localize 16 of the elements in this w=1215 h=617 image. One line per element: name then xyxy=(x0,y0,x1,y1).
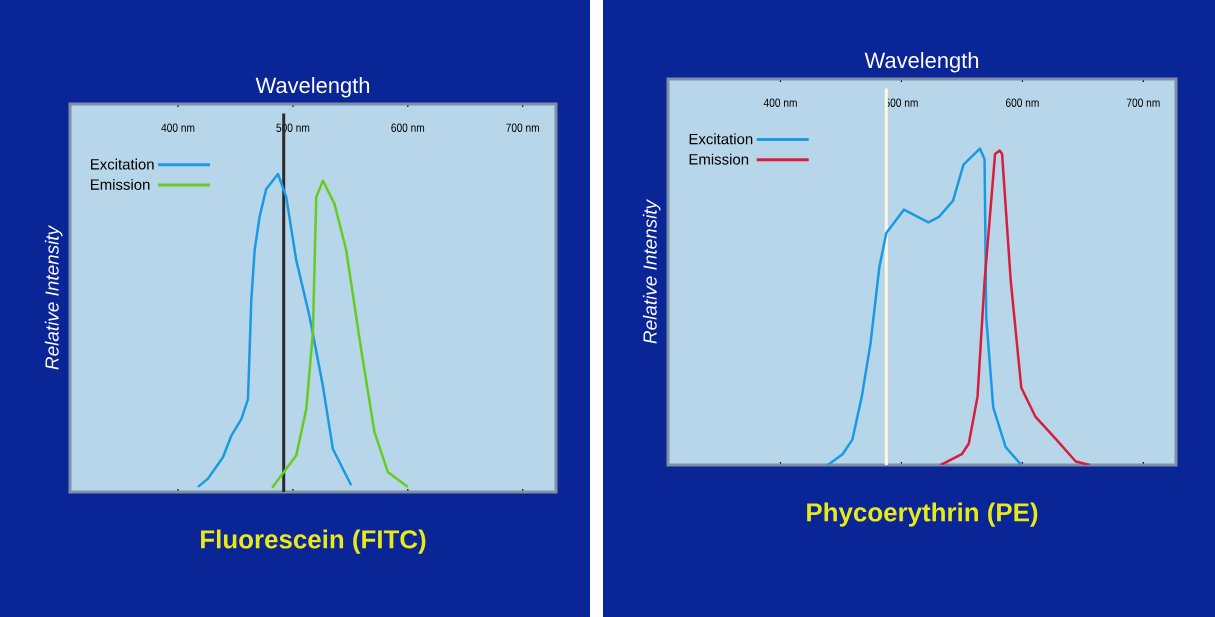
x-tick-label: 600 nm xyxy=(391,123,425,132)
legend-label: Emission xyxy=(689,153,749,165)
y-axis-title: Relative Intensity xyxy=(642,199,661,344)
y-axis-title: Relative Intensity xyxy=(44,225,63,370)
x-tick-label: 600 nm xyxy=(1005,98,1039,107)
x-axis-title: Wavelength xyxy=(864,52,979,73)
legend-label: Excitation xyxy=(689,133,753,145)
x-tick-label: 400 nm xyxy=(161,123,195,132)
text: Phycoerythrin (PE) xyxy=(807,502,1038,527)
legend-label: Excitation xyxy=(90,158,154,170)
x-tick-label: 400 nm xyxy=(763,98,797,107)
x-tick-label: 700 nm xyxy=(1126,98,1160,107)
legend-label: Emission xyxy=(90,178,150,190)
x-axis-title: Wavelength xyxy=(255,77,370,98)
text: Fluorescein (FITC) xyxy=(201,529,426,554)
x-tick-label: 700 nm xyxy=(506,123,539,132)
